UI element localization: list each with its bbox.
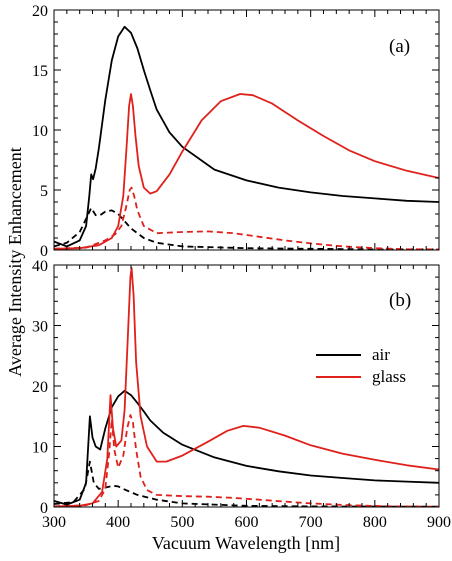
y-tick-label: 15 — [32, 63, 48, 80]
panel-b-ticks — [53, 264, 440, 508]
y-tick-label: 20 — [32, 379, 48, 396]
y-tick-label: 10 — [32, 440, 48, 457]
x-tick-label: 800 — [363, 514, 387, 531]
x-axis-label: Vacuum Wavelength [nm] — [152, 533, 340, 553]
y-tick-label: 5 — [40, 183, 48, 200]
panel-b-series-glass-dashed — [54, 414, 439, 507]
x-tick-label: 500 — [170, 514, 194, 531]
x-tick-label: 600 — [235, 514, 259, 531]
x-tick-label: 900 — [427, 514, 451, 531]
y-tick-label: 20 — [32, 3, 48, 20]
legend: air glass — [316, 345, 406, 386]
x-tick-label: 400 — [106, 514, 130, 531]
panel-b-series-air-dashed — [54, 460, 439, 507]
panel-b-curves — [54, 267, 439, 507]
y-tick-label: 0 — [40, 243, 48, 260]
panel-b-x-tick-labels: 300 400 500 600 700 800 900 — [42, 514, 451, 531]
legend-label-glass: glass — [372, 367, 406, 386]
panel-b-y-tick-labels: 0 10 20 30 40 — [32, 258, 48, 517]
y-tick-label: 0 — [40, 500, 48, 517]
panel-a: 0 5 10 15 20 (a) — [32, 3, 440, 260]
y-tick-label: 10 — [32, 123, 48, 140]
panel-a-curves — [54, 25, 439, 250]
panel-a-frame — [53, 9, 440, 251]
panel-b: 0 10 20 30 40 300 400 500 600 700 800 900 (b) air … — [32, 258, 451, 531]
panel-a-label: (a) — [389, 36, 410, 57]
y-tick-label: 30 — [32, 319, 48, 336]
panel-b-series-air-solid — [54, 389, 439, 506]
y-tick-label: 40 — [32, 258, 48, 275]
panel-b-series-glass-solid — [54, 267, 439, 507]
x-tick-label: 700 — [299, 514, 323, 531]
legend-label-air: air — [372, 345, 390, 364]
panel-b-label: (b) — [389, 290, 411, 311]
panel-a-y-tick-labels: 0 5 10 15 20 — [32, 3, 48, 260]
panel-a-series-glass-solid — [54, 93, 439, 250]
panel-a-series-air-dashed — [54, 207, 439, 250]
panel-a-series-glass-dashed — [54, 186, 439, 250]
y-axis-label: Average Intensity Enhancement — [5, 147, 25, 377]
panel-a-ticks — [53, 9, 440, 251]
x-tick-label: 300 — [42, 514, 66, 531]
panel-b-frame — [53, 264, 440, 508]
panel-a-series-air-solid — [54, 25, 439, 248]
